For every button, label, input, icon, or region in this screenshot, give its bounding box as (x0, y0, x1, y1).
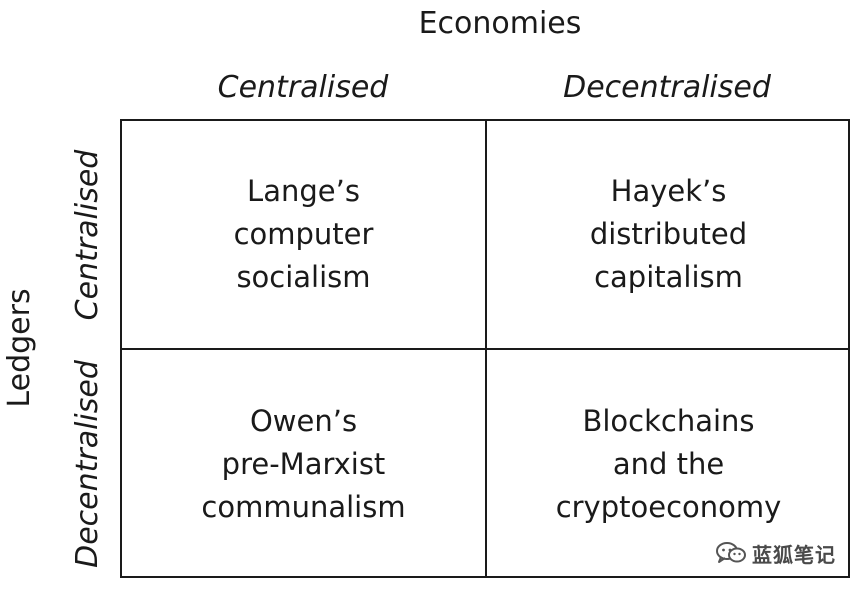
cell-centralised-centralised: Lange’s computer socialism (122, 121, 485, 348)
column-header-decentralised: Decentralised (563, 70, 771, 105)
cell-centralised-economy-decentralised-ledger: Owen’s pre-Marxist communalism (122, 350, 485, 578)
row-header-centralised: Centralised (70, 149, 105, 321)
cell-line: and the (612, 446, 725, 481)
cell-line: capitalism (594, 260, 743, 294)
economies-axis-title: Economies (418, 6, 582, 41)
cell-line: Blockchains (582, 403, 755, 438)
horizontal-divider (122, 348, 848, 350)
cell-line: cryptoeconomy (555, 489, 782, 524)
cell-line: communalism (201, 489, 406, 524)
cell-decentralised-decentralised: Blockchains and the cryptoeconomy (487, 350, 850, 578)
row-header-decentralised: Decentralised (70, 360, 105, 568)
watermark-text: 蓝狐笔记 (752, 542, 836, 567)
cell-line: Owen’s (249, 403, 358, 438)
wechat-icon (716, 541, 746, 565)
cell-line: Hayek’s (610, 174, 727, 208)
cell-line: computer (233, 217, 374, 251)
cell-line: socialism (236, 260, 371, 294)
cell-line: Lange’s (247, 174, 360, 208)
ledgers-axis-title: Ledgers (2, 288, 37, 408)
watermark: 蓝狐笔记 (712, 538, 840, 568)
column-header-centralised: Centralised (217, 70, 389, 105)
cell-line: pre-Marxist (221, 446, 386, 481)
cell-line: distributed (589, 217, 748, 251)
matrix-grid: Lange’s computer socialism Hayek’s distr… (120, 119, 850, 578)
cell-decentralised-economy-centralised-ledger: Hayek’s distributed capitalism (487, 121, 850, 348)
